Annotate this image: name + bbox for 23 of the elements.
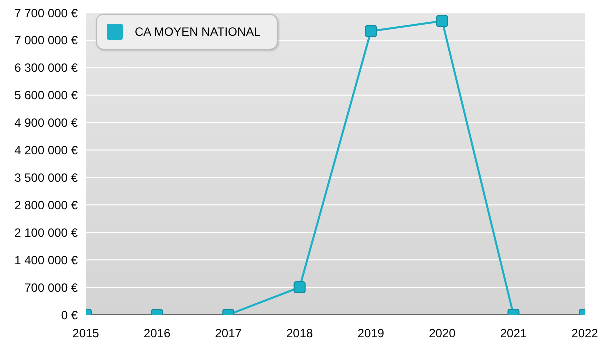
point — [365, 25, 378, 38]
y-tick-label: 0 € — [61, 308, 78, 322]
y-tick-label: 5 600 000 € — [14, 88, 78, 103]
x-tick-label: 2019 — [358, 326, 385, 341]
x-tick-label: 2018 — [286, 326, 314, 341]
x-tick-label: 2021 — [500, 326, 528, 341]
y-tick-label: 4 200 000 € — [14, 144, 78, 158]
y-tick-label: 3 500 000 € — [14, 170, 78, 185]
y-tick-label: 7 000 000 € — [14, 34, 78, 48]
y-tick-label: 700 000 € — [24, 280, 78, 295]
point — [436, 15, 448, 28]
y-tick-label: 6 300 000 € — [14, 61, 78, 76]
y-tick-label: 1 400 000 € — [14, 253, 78, 268]
y-tick-label: 2 800 000 € — [14, 198, 78, 212]
y-tick-label: 7 700 000 € — [14, 6, 78, 20]
x-tick-label: 2016 — [144, 326, 171, 341]
x-tick-label: 2017 — [215, 326, 242, 341]
x-tick-label: 2022 — [572, 326, 599, 341]
y-tick-label: 4 900 000 € — [14, 116, 78, 130]
legend-label: CA MOYEN NATIONAL — [135, 25, 261, 39]
y-tick-label: 2 100 000 € — [14, 226, 78, 240]
x-tick-label: 2015 — [72, 326, 100, 341]
x-tick-label: 2020 — [429, 326, 456, 341]
